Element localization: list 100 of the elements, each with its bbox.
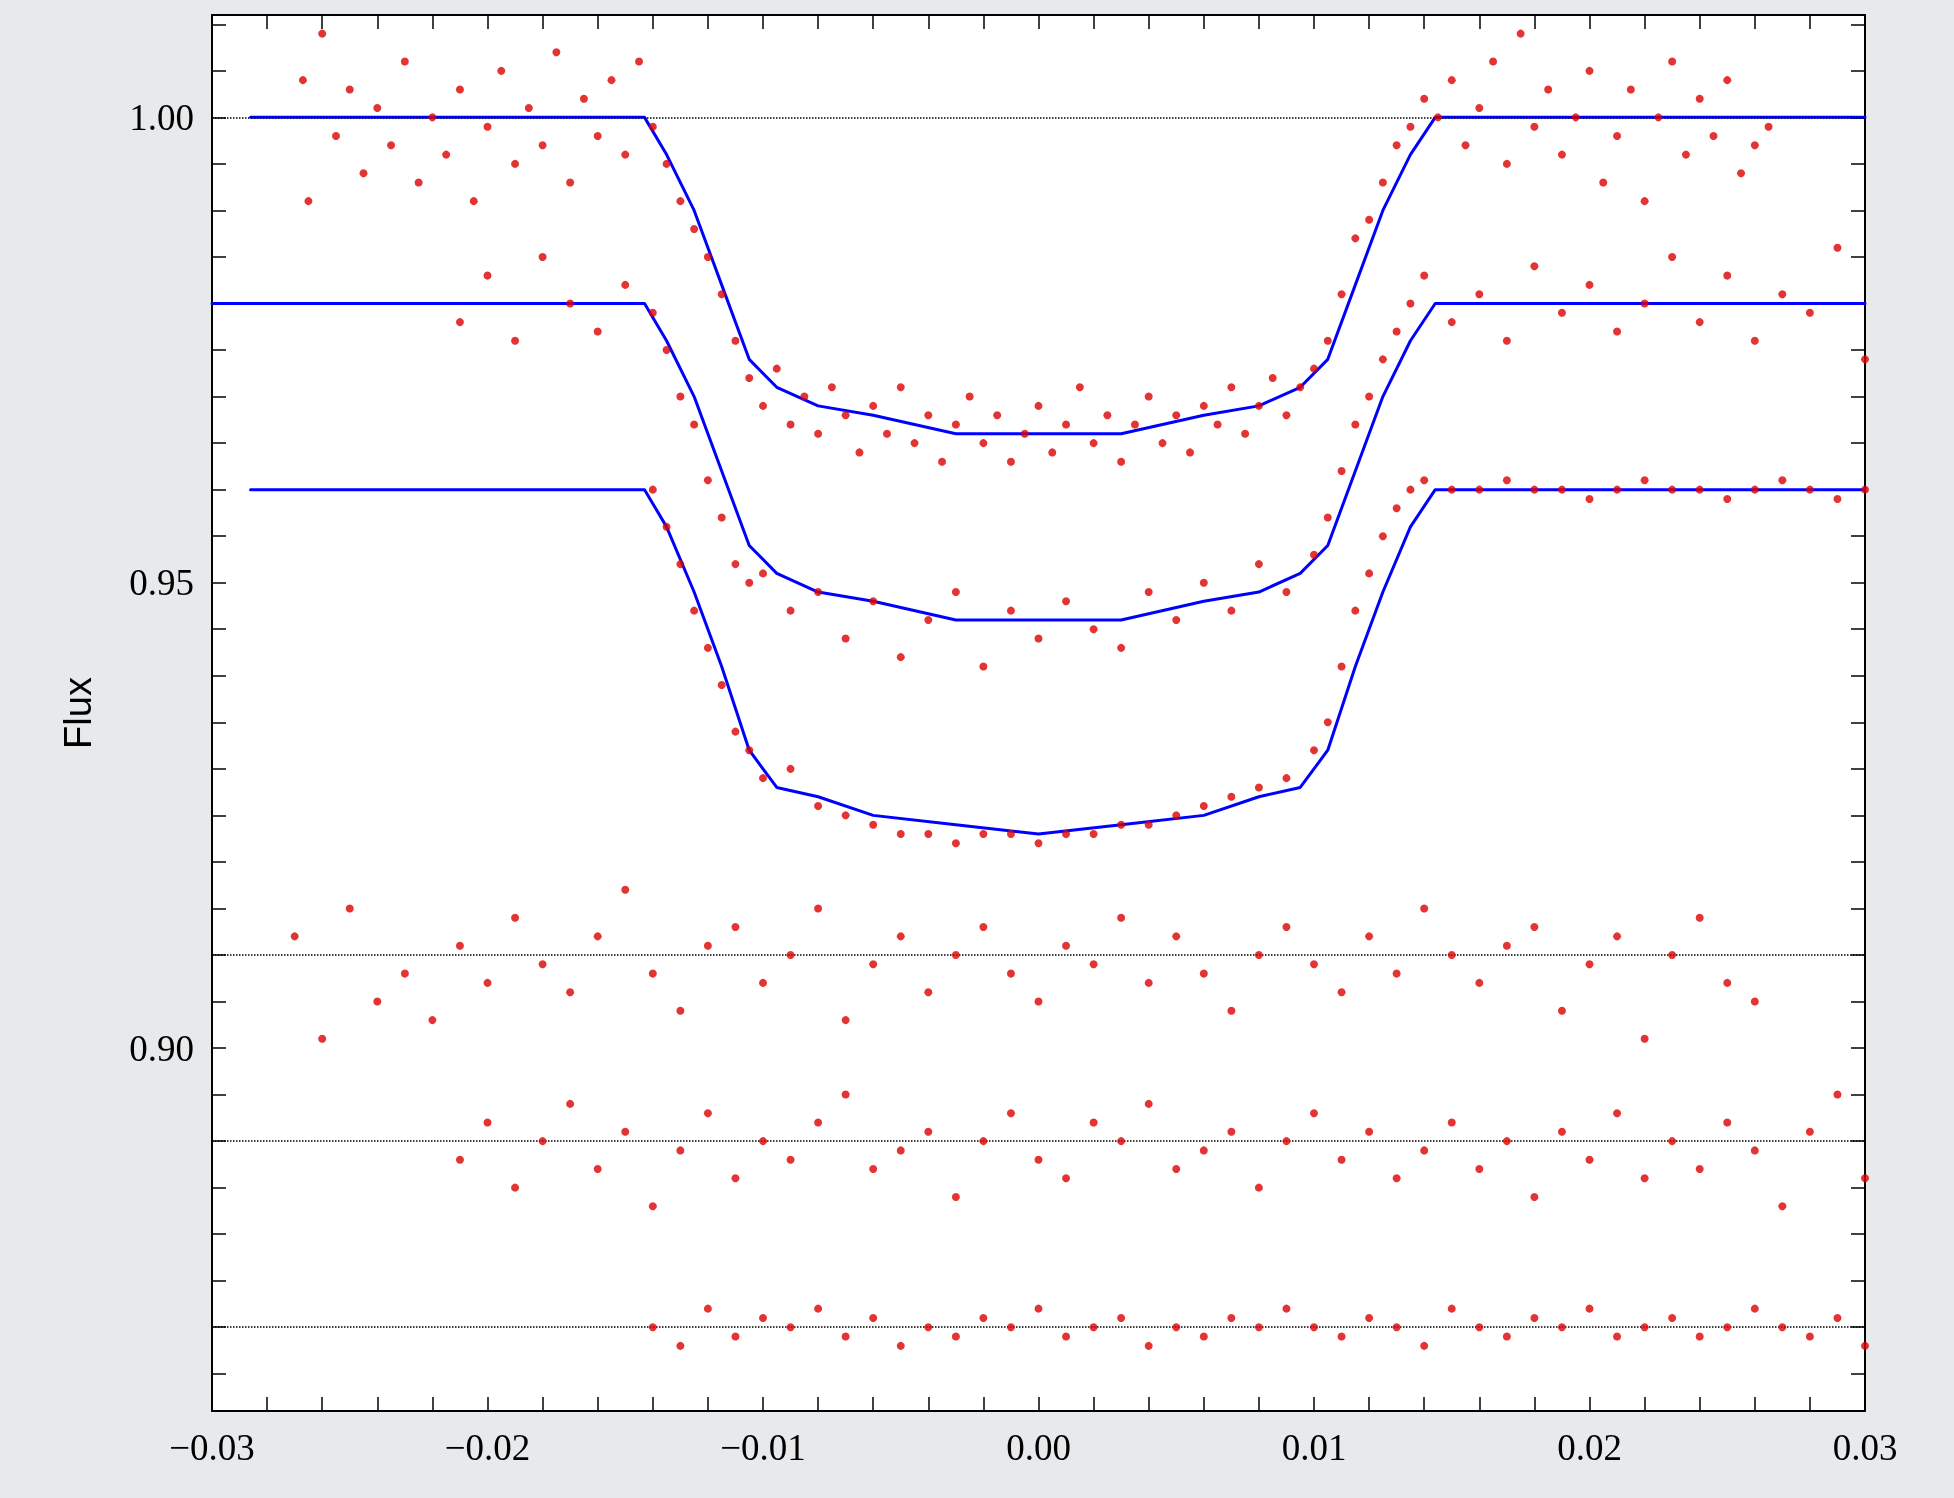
point [1365, 569, 1374, 578]
point [1089, 1323, 1098, 1332]
point [745, 746, 754, 755]
point [1144, 820, 1153, 829]
point [1199, 1146, 1208, 1155]
point [745, 578, 754, 587]
point [731, 1174, 740, 1183]
point [621, 885, 630, 894]
point [1282, 923, 1291, 932]
point [869, 1165, 878, 1174]
point [593, 1165, 602, 1174]
point [1089, 829, 1098, 838]
point [1199, 1332, 1208, 1341]
point [1861, 1341, 1869, 1350]
point [483, 978, 492, 987]
point [1365, 932, 1374, 941]
point [841, 634, 850, 643]
point [1254, 1323, 1263, 1332]
point [1613, 1109, 1622, 1118]
point [538, 1137, 547, 1146]
point [1557, 308, 1566, 317]
point [1144, 1341, 1153, 1350]
point [1392, 1323, 1401, 1332]
point [979, 1137, 988, 1146]
point [538, 960, 547, 969]
point [566, 1099, 575, 1108]
point [1723, 1323, 1732, 1332]
point [786, 606, 795, 615]
point [786, 1155, 795, 1164]
point [759, 774, 767, 783]
point [1613, 327, 1622, 336]
point [1833, 1090, 1842, 1099]
point [1392, 1174, 1401, 1183]
point [1447, 485, 1456, 494]
point [814, 588, 823, 597]
point [1144, 1099, 1153, 1108]
point [1323, 513, 1332, 522]
point [1447, 950, 1456, 959]
point [786, 1323, 795, 1332]
point [1254, 560, 1263, 569]
point [951, 950, 960, 959]
point [951, 588, 960, 597]
point [1805, 1332, 1814, 1341]
point [648, 969, 657, 978]
point [1172, 811, 1181, 820]
point [1585, 280, 1594, 289]
point [428, 1016, 437, 1025]
point [373, 997, 382, 1006]
point [1392, 969, 1401, 978]
point [1750, 1304, 1759, 1313]
point [1034, 997, 1043, 1006]
point [1351, 420, 1360, 429]
point [896, 1341, 905, 1350]
point [483, 1118, 492, 1127]
point [1723, 494, 1732, 503]
point [511, 336, 520, 345]
point [1310, 1109, 1318, 1118]
y-tick-label: 0.90 [129, 1027, 194, 1069]
point [924, 988, 933, 997]
point [455, 1155, 464, 1164]
point [676, 1006, 685, 1015]
point [1447, 1304, 1456, 1313]
point [1006, 829, 1015, 838]
point [1530, 1313, 1539, 1322]
point [1199, 969, 1208, 978]
point [896, 829, 905, 838]
point [1420, 1341, 1429, 1350]
point [1557, 1323, 1566, 1332]
point [1034, 1155, 1043, 1164]
point [841, 811, 850, 820]
point [731, 1332, 740, 1341]
point [593, 932, 602, 941]
point [924, 615, 933, 624]
point [924, 1323, 933, 1332]
point [1640, 1323, 1649, 1332]
point [1227, 792, 1236, 801]
point [1861, 1174, 1869, 1183]
y-axis-title: Flux [57, 677, 99, 749]
point [1406, 485, 1415, 494]
point [924, 1127, 933, 1136]
point [1750, 336, 1759, 345]
point [1034, 1304, 1043, 1313]
point [1254, 783, 1263, 792]
point [1695, 318, 1704, 327]
point [1199, 578, 1208, 587]
point [1172, 932, 1181, 941]
point [1062, 829, 1071, 838]
point [731, 727, 740, 736]
point [1365, 1127, 1374, 1136]
point [1557, 1006, 1566, 1015]
point [1227, 1006, 1236, 1015]
point [1310, 960, 1318, 969]
point [1502, 476, 1511, 485]
point [1778, 1202, 1787, 1211]
point [731, 560, 740, 569]
point [1006, 606, 1015, 615]
point [1585, 494, 1594, 503]
point [1282, 1137, 1291, 1146]
point [1310, 1323, 1318, 1332]
point [703, 1304, 712, 1313]
